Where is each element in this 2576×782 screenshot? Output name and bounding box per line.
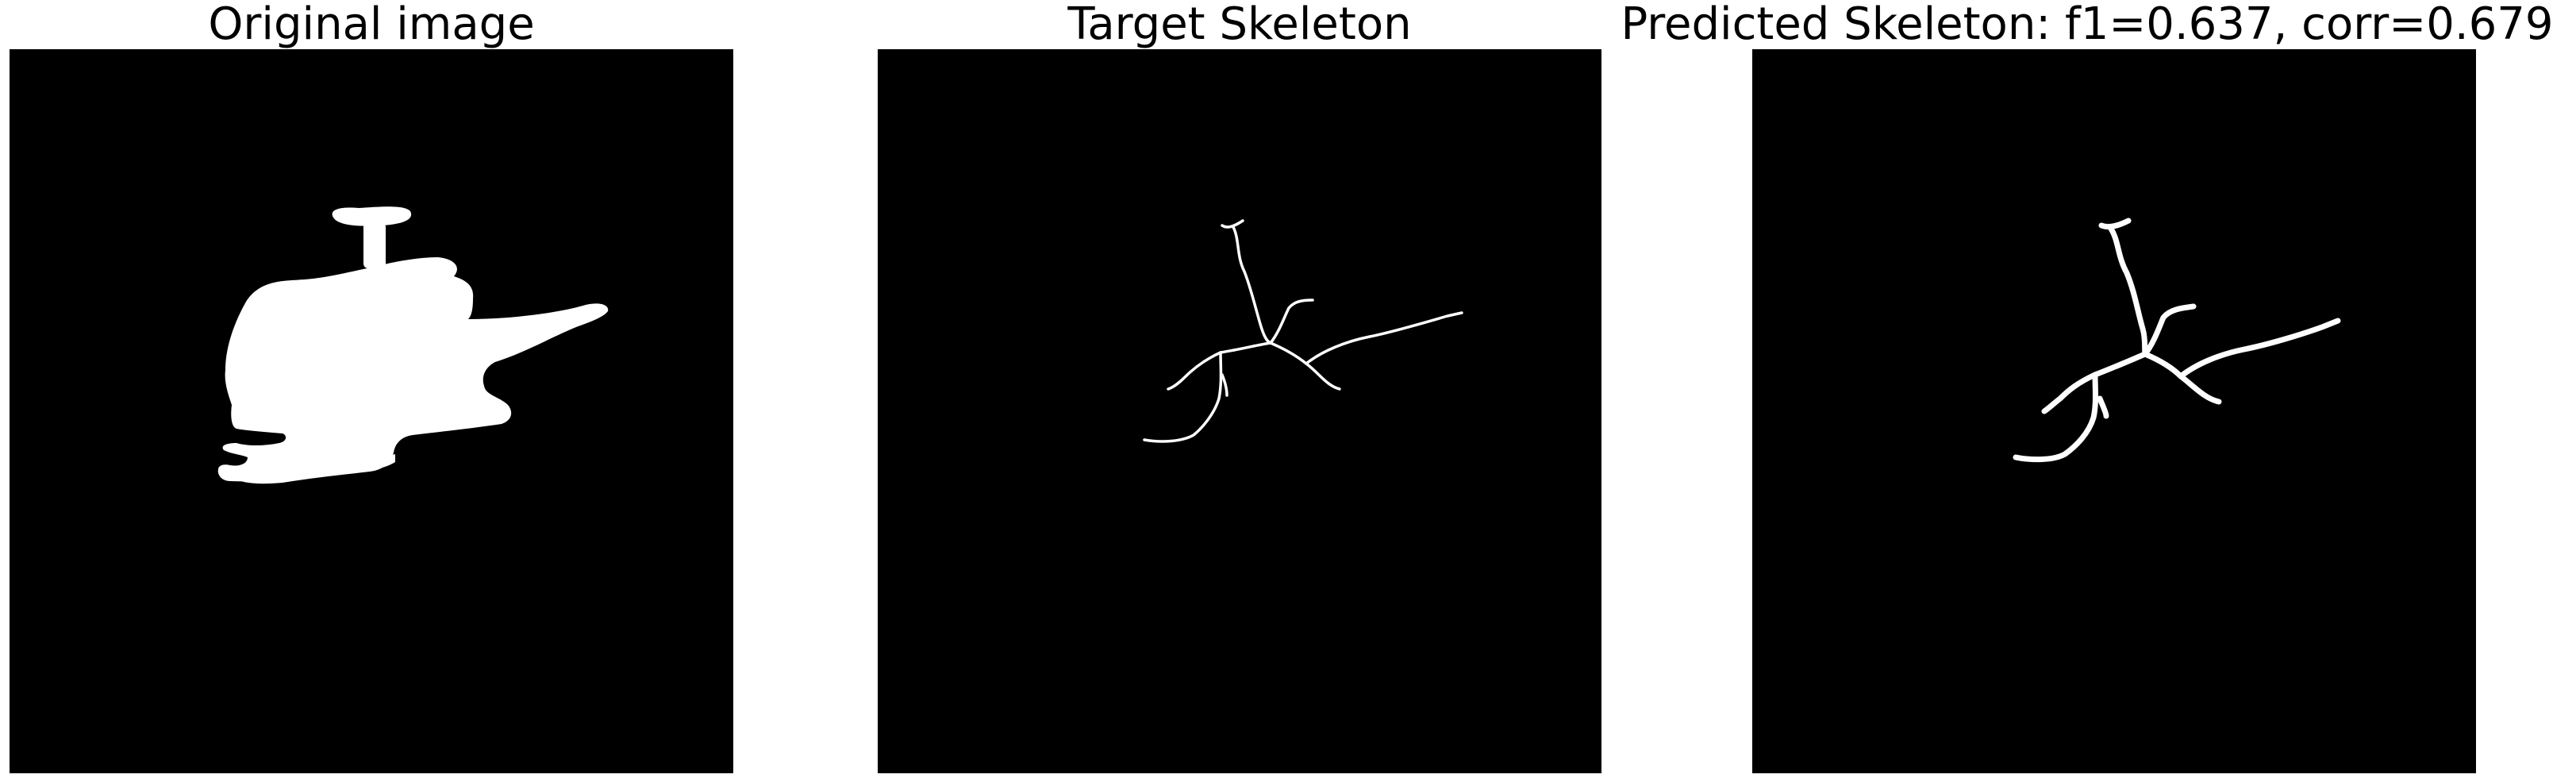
target-skeleton-panel — [878, 49, 1601, 773]
predicted-skeleton — [2013, 218, 2341, 463]
predicted-skeleton-panel — [1752, 49, 2476, 773]
target-skeleton — [1143, 219, 1463, 443]
panel-title-predicted: Predicted Skeleton: f1=0.637, corr=0.679 — [1621, 0, 2554, 50]
panel-title-target: Target Skeleton — [1067, 0, 1412, 50]
original-image-panel — [10, 49, 733, 773]
original-silhouette — [217, 206, 609, 484]
panel-title-original: Original image — [208, 0, 535, 50]
